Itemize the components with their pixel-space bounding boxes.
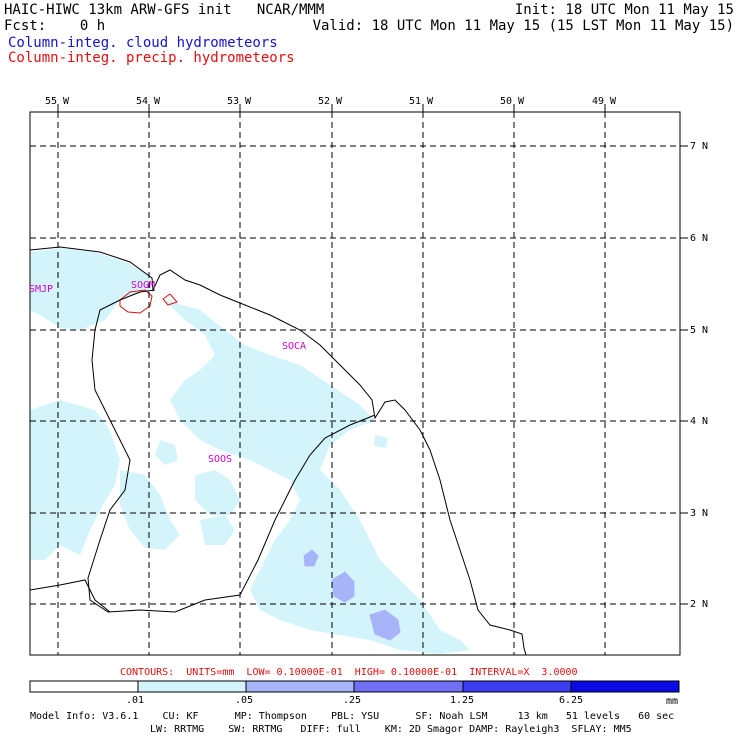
legend-cloud: Column-integ. cloud hydrometeors [8,35,278,51]
map-frame [29,111,681,656]
station-sogm: SOGM [131,280,156,291]
legend-precip: Column-integ. precip. hydrometeors [8,50,295,66]
lat-label-4n: 4 N [690,416,709,427]
valid-time: Valid: 18 UTC Mon 11 May 15 (15 LST Mon … [312,18,734,34]
lon-label-52w: 52 W [318,96,343,107]
contours-info: CONTOURS: UNITS=mm LOW= 0.10000E-01 HIGH… [120,667,578,678]
colorbar-bin-5 [570,680,680,693]
lon-label-53w: 53 W [227,96,252,107]
colorbar-bin-1 [137,680,247,693]
axis-ticks [57,104,688,605]
station-smjp: SMJP [29,284,54,295]
lat-label-6n: 6 N [690,233,709,244]
lon-label-51w: 51 W [409,96,434,107]
station-soca: SOCA [282,341,307,352]
colorbar-bin-3 [353,680,464,693]
precip-contours [119,289,178,314]
lon-label-49w: 49 W [592,96,617,107]
colorbar-tick-2: .25 [343,695,362,706]
cloud-shading [30,248,470,654]
colorbar-tick-0: .01 [126,695,145,706]
colorbar-bin-0 [29,680,139,693]
model-title: HAIC-HIWC 13km ARW-GFS init NCAR/MMM [4,2,325,18]
lon-label-54w: 54 W [136,96,161,107]
lon-label-55w: 55 W [45,96,70,107]
lat-label-2n: 2 N [690,599,709,610]
model-info-line1: Model Info: V3.6.1 CU: KF MP: Thompson P… [30,711,675,722]
colorbar-unit: mm [666,696,679,707]
colorbar-tick-1: .05 [235,695,254,706]
lat-label-7n: 7 N [690,141,709,152]
colorbar-tick-3: 1.25 [450,695,475,706]
lat-lon-grid [30,112,680,655]
model-info-line2: LW: RRTMG SW: RRTMG DIFF: full KM: 2D Sm… [150,724,632,735]
lat-label-3n: 3 N [690,508,709,519]
lat-label-5n: 5 N [690,325,709,336]
colorbar-bin-4 [462,680,572,693]
colorbar-bin-2 [245,680,355,693]
station-soos: SOOS [208,454,233,465]
lon-label-50w: 50 W [500,96,525,107]
cloud-shading-mid [303,549,401,641]
colorbar [29,680,680,693]
init-time: Init: 18 UTC Mon 11 May 15 [514,2,734,18]
forecast-hour: Fcst: 0 h [4,18,106,34]
colorbar-tick-4: 6.25 [559,695,584,706]
